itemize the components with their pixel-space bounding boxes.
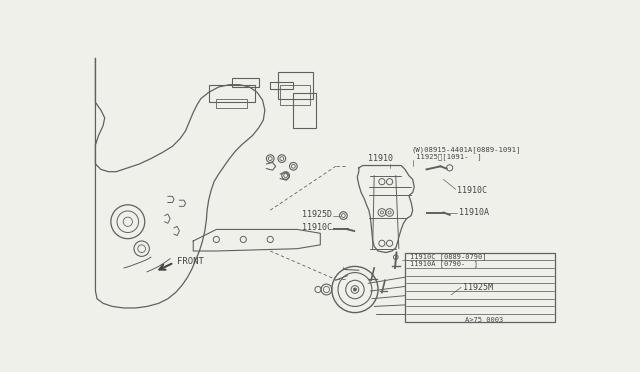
Bar	[405, 253, 555, 322]
Text: 11925Ⅱ[1091-  ]: 11925Ⅱ[1091- ]	[416, 154, 481, 160]
Text: 11910C: 11910C	[302, 224, 332, 232]
Bar	[280, 86, 310, 105]
Bar	[216, 99, 247, 108]
Text: 11910C [0889-0790]: 11910C [0889-0790]	[410, 253, 486, 260]
Text: 11910C: 11910C	[458, 186, 488, 195]
Bar	[270, 81, 293, 89]
Text: 11910: 11910	[368, 154, 393, 163]
Text: FRONT: FRONT	[177, 257, 204, 266]
Bar	[209, 86, 255, 102]
Text: A>75 0003: A>75 0003	[465, 317, 503, 323]
Text: 11910A [0790-  ]: 11910A [0790- ]	[410, 261, 477, 267]
Circle shape	[353, 288, 356, 291]
Text: 11925D: 11925D	[302, 209, 332, 218]
Text: (W)08915-4401A[0889-1091]: (W)08915-4401A[0889-1091]	[411, 146, 520, 153]
Bar	[278, 71, 312, 99]
Bar	[232, 78, 259, 87]
Text: 11910A: 11910A	[459, 208, 489, 217]
Bar	[293, 93, 316, 128]
Text: 11925M: 11925M	[463, 283, 493, 292]
